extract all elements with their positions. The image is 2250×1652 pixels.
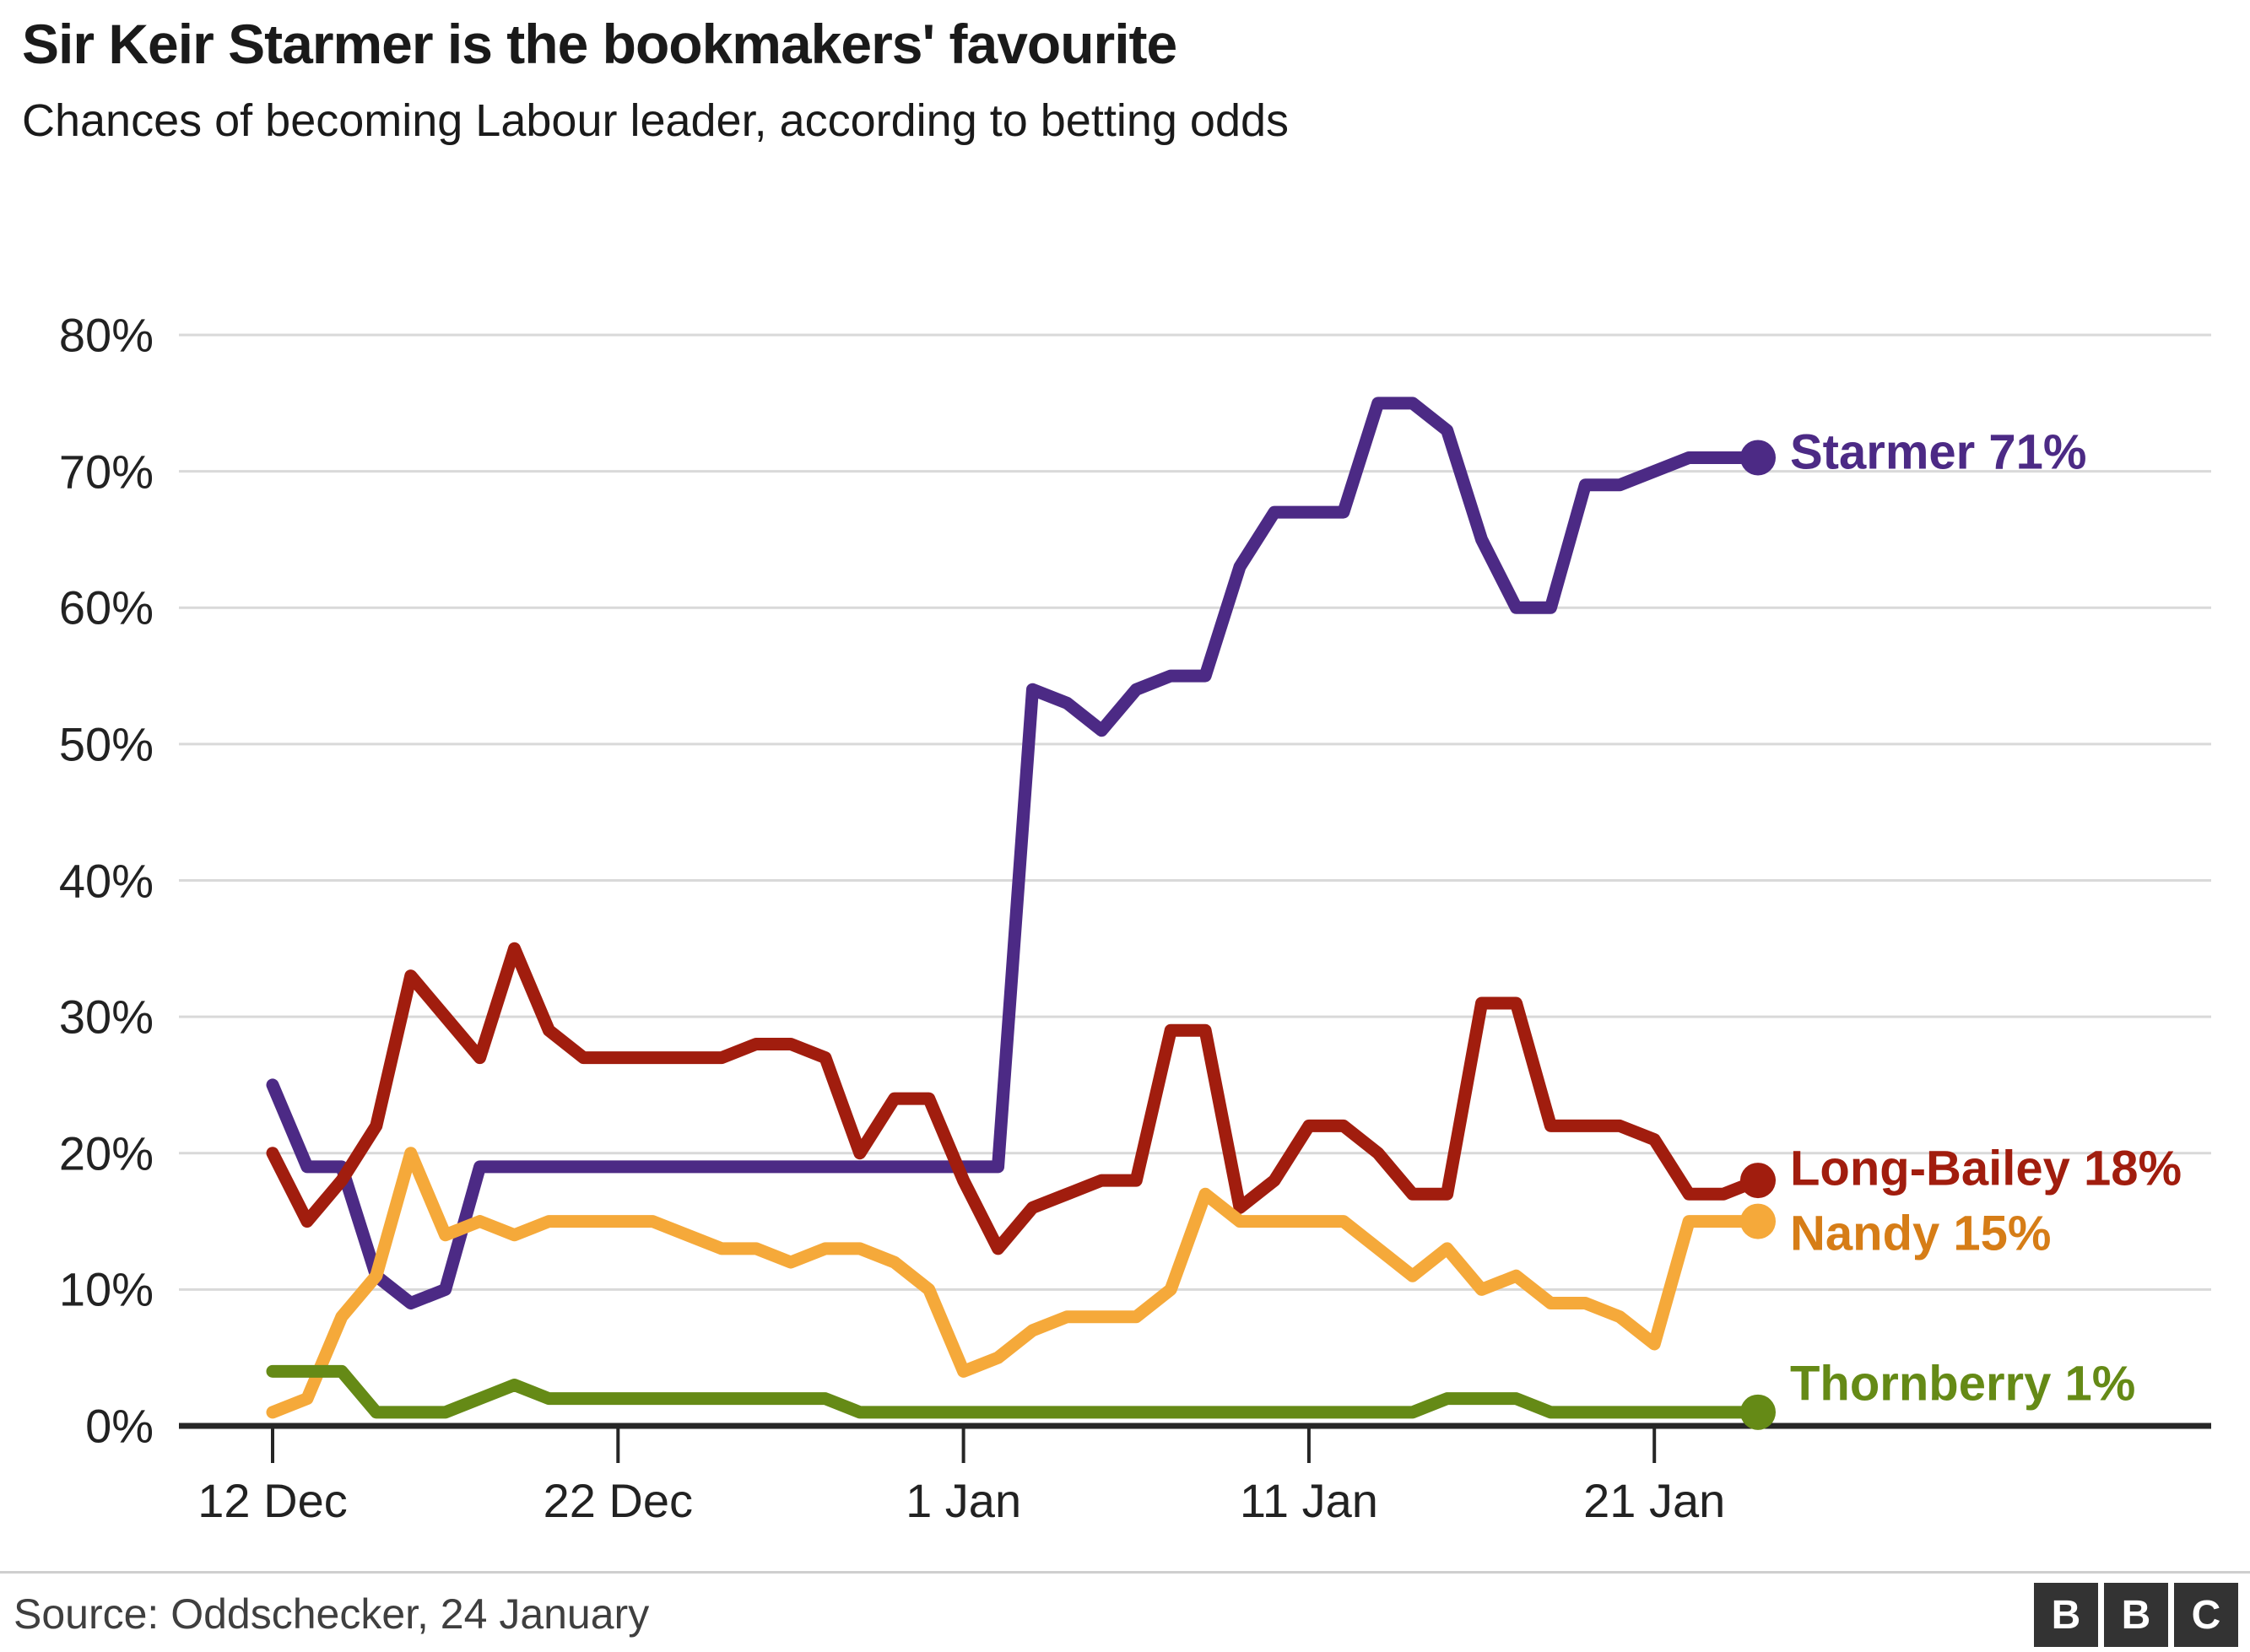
series-label-starmer: Starmer 71%: [1790, 424, 2087, 480]
bbc-logo-block: C: [2174, 1583, 2238, 1647]
page-subtitle: Chances of becoming Labour leader, accor…: [22, 95, 1290, 146]
series-line-nandy: [266, 1147, 1765, 1419]
y-axis-label: 50%: [58, 717, 154, 771]
bbc-logo-block: B: [2104, 1583, 2168, 1647]
footer-divider: [0, 1571, 2250, 1574]
source-text: Source: Oddschecker, 24 January: [14, 1590, 650, 1638]
x-axis-label: 22 Dec: [543, 1474, 694, 1527]
bbc-logo-letter: B: [2121, 1592, 2151, 1638]
bbc-logo-letter: B: [2051, 1592, 2081, 1638]
series-label-nandy: Nandy 15%: [1790, 1206, 2052, 1261]
x-axis-label: 1 Jan: [906, 1474, 1022, 1527]
series-end-dot-long-bailey: [1740, 1163, 1776, 1199]
y-axis-label: 70%: [58, 445, 154, 499]
bbc-logo: B B C: [2034, 1583, 2238, 1647]
series-end-dot-thornberry: [1740, 1394, 1776, 1430]
y-axis-label: 0%: [85, 1399, 154, 1453]
bbc-logo-letter: C: [2191, 1592, 2221, 1638]
series-line-thornberry: [266, 1364, 1765, 1419]
y-axis-label: 30%: [58, 990, 154, 1044]
x-axis-label: 21 Jan: [1583, 1474, 1726, 1527]
series-end-dot-nandy: [1740, 1203, 1776, 1239]
y-axis-label: 10%: [58, 1262, 154, 1316]
series-label-long-bailey: Long-Bailey 18%: [1790, 1141, 2182, 1196]
y-axis-label: 80%: [58, 308, 154, 362]
y-axis-label: 60%: [58, 580, 154, 634]
series-line-starmer: [266, 397, 1765, 1310]
y-axis-label: 20%: [58, 1126, 154, 1180]
bbc-logo-block: B: [2034, 1583, 2098, 1647]
series-label-thornberry: Thornberry 1%: [1790, 1356, 2136, 1412]
x-axis-label: 12 Dec: [197, 1474, 348, 1527]
series-end-dot-starmer: [1740, 440, 1776, 476]
page-title: Sir Keir Starmer is the bookmakers' favo…: [22, 13, 1177, 75]
y-axis-label: 40%: [58, 854, 154, 907]
x-axis-label: 11 Jan: [1239, 1474, 1378, 1527]
series-line-long-bailey: [266, 942, 1765, 1255]
